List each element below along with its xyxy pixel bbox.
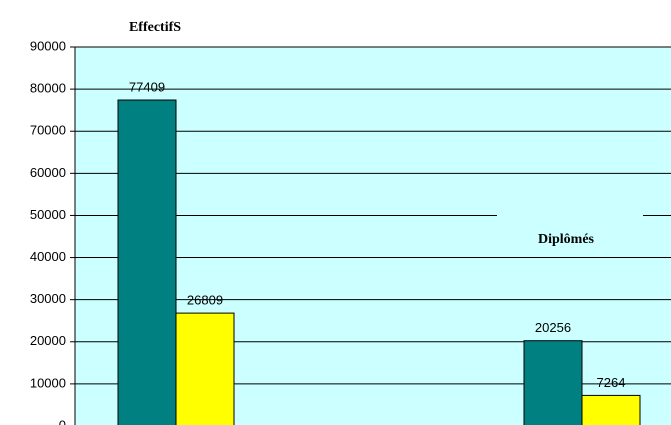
y-tick-label: 30000 <box>30 291 66 306</box>
category-label: Diplômés <box>538 232 595 247</box>
category-label: EffectifS <box>129 20 181 35</box>
label-background <box>497 205 643 250</box>
y-tick-label: 20000 <box>30 333 66 348</box>
bar <box>581 394 641 425</box>
value-label: 20256 <box>535 320 571 335</box>
y-tick-label: 80000 <box>30 81 66 96</box>
value-label: 77409 <box>129 79 165 94</box>
y-tick-label: 10000 <box>30 375 66 390</box>
y-tick-label: 90000 <box>30 38 66 53</box>
bar <box>175 312 235 425</box>
value-label: 7264 <box>597 375 626 390</box>
y-tick-label: 0 <box>59 417 66 425</box>
value-label: 26809 <box>187 293 223 308</box>
y-tick-label: 40000 <box>30 249 66 264</box>
y-tick-label: 70000 <box>30 123 66 138</box>
y-tick-label: 50000 <box>30 207 66 222</box>
bar <box>523 340 583 425</box>
y-tick-label: 60000 <box>30 165 66 180</box>
bar <box>117 99 177 425</box>
